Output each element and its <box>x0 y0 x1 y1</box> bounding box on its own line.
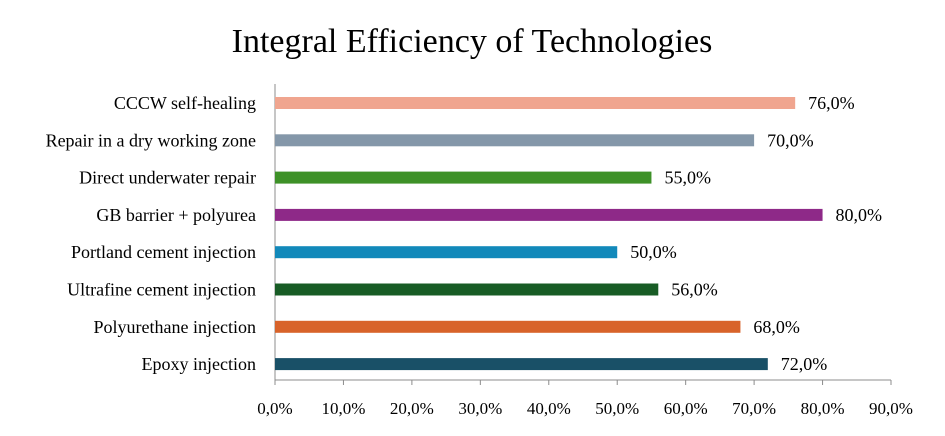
data-label: 70,0% <box>767 130 814 150</box>
bar <box>275 97 796 109</box>
category-label: Portland cement injection <box>71 242 256 262</box>
x-tick-label: 50,0% <box>595 399 639 418</box>
bar <box>275 283 659 296</box>
data-label: 55,0% <box>664 168 711 188</box>
category-label: Polyurethane injection <box>94 317 256 337</box>
bar <box>275 358 768 371</box>
bar <box>275 134 755 147</box>
x-tick-label: 60,0% <box>664 399 708 418</box>
bar <box>275 320 741 333</box>
data-label: 80,0% <box>836 205 883 225</box>
data-label: 76,0% <box>808 93 855 113</box>
x-tick-label: 40,0% <box>527 399 571 418</box>
data-label: 56,0% <box>671 280 718 300</box>
data-label: 50,0% <box>630 242 677 262</box>
bar <box>275 246 618 259</box>
data-label: 72,0% <box>781 354 828 374</box>
bar <box>275 171 652 184</box>
labels: 0,0% 10,0% 20,0% 30,0% 40,0% 50,0% 60,0% 70,0% 8… <box>46 93 913 418</box>
data-label: 68,0% <box>753 317 800 337</box>
x-tick-label: 30,0% <box>458 399 502 418</box>
category-label: Direct underwater repair <box>79 168 256 188</box>
x-tick-label: 20,0% <box>390 399 434 418</box>
x-tick-label: 70,0% <box>732 399 776 418</box>
category-label: Epoxy injection <box>142 354 256 374</box>
bar <box>275 208 823 221</box>
x-tick-label: 90,0% <box>869 399 913 418</box>
category-label: CCCW self-healing <box>114 93 256 113</box>
bars <box>275 97 823 371</box>
x-tick-label: 0,0% <box>257 399 292 418</box>
axes <box>274 84 892 385</box>
category-label: GB barrier + polyurea <box>96 205 256 225</box>
x-tick-label: 80,0% <box>801 399 845 418</box>
chart-title: Integral Efficiency of Technologies <box>232 23 713 60</box>
category-label: Repair in a dry working zone <box>46 130 256 150</box>
x-tick-label: 10,0% <box>321 399 365 418</box>
category-label: Ultrafine cement injection <box>67 280 256 300</box>
